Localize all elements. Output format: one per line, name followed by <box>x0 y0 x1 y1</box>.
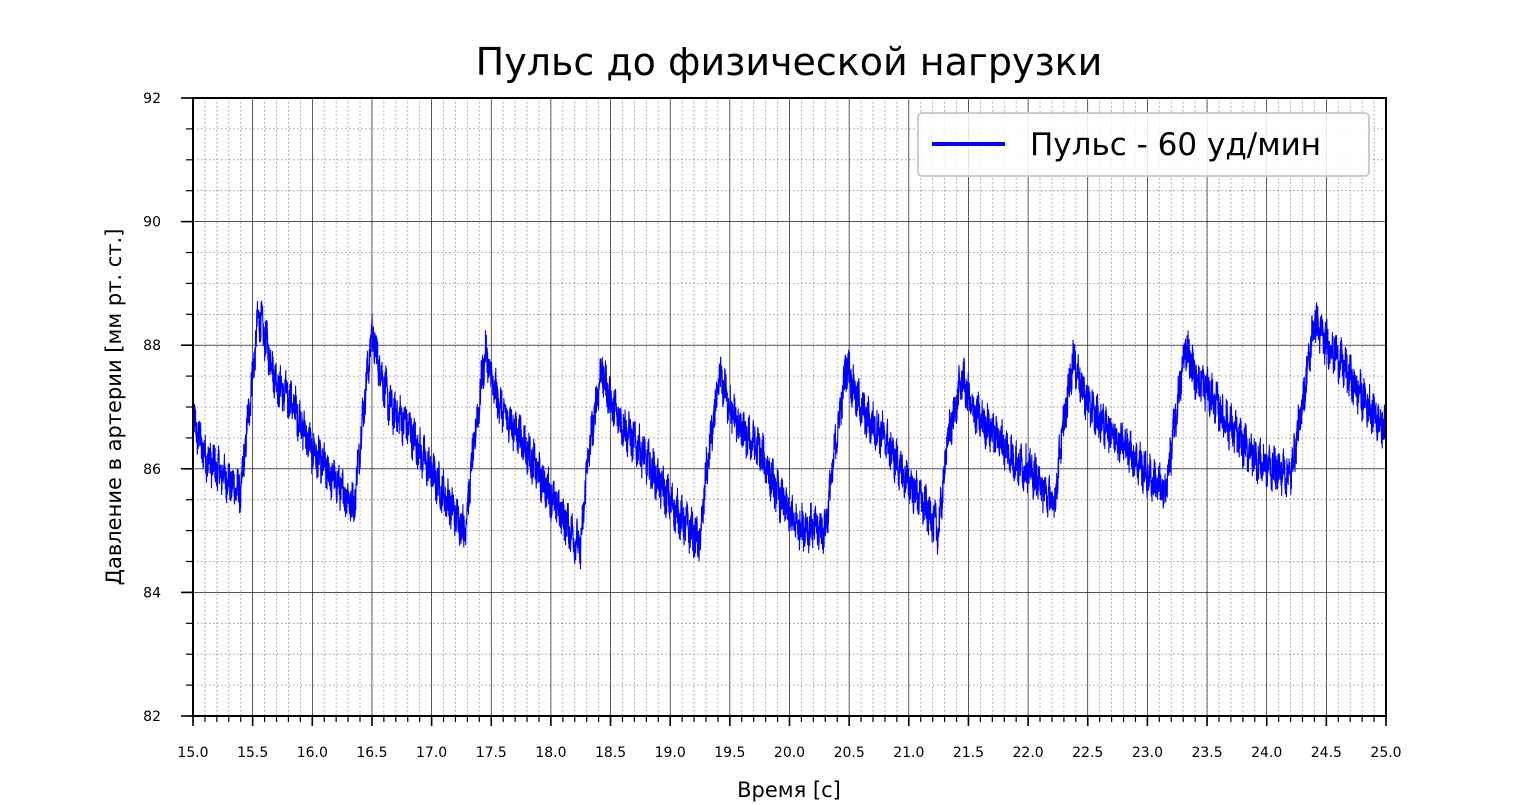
legend-frame <box>917 112 1370 177</box>
x-tick-label: 18.0 <box>535 745 566 761</box>
x-tick-label: 22.5 <box>1072 745 1103 761</box>
x-tick-label: 16.0 <box>297 745 328 761</box>
legend-entry-label: Пульс - 60 уд/мин <box>1030 127 1321 163</box>
x-tick-label: 24.5 <box>1311 745 1342 761</box>
y-tick-label: 90 <box>143 215 161 231</box>
y-tick-label: 92 <box>143 91 161 107</box>
x-tick-label: 17.0 <box>416 745 447 761</box>
grid <box>192 97 1387 717</box>
x-tick-label: 23.5 <box>1191 745 1222 761</box>
x-tick-label: 21.0 <box>893 745 924 761</box>
y-tick-label: 84 <box>143 585 161 601</box>
series-line-pulse <box>192 300 1387 570</box>
series-layer <box>192 300 1387 570</box>
x-tick-label: 19.0 <box>655 745 686 761</box>
x-tick-label: 15.5 <box>237 745 268 761</box>
x-tick-label: 24.0 <box>1251 745 1282 761</box>
x-tick-label: 22.0 <box>1013 745 1044 761</box>
y-axis-label: Давление в артерии [мм рт. ст.] <box>102 229 126 586</box>
x-tick-label: 16.5 <box>356 745 387 761</box>
legend: Пульс - 60 уд/мин <box>917 112 1370 177</box>
x-tick-label: 15.0 <box>177 745 208 761</box>
y-tick-label: 82 <box>143 709 161 725</box>
x-tick-label: 20.5 <box>834 745 865 761</box>
x-tick-label: 23.0 <box>1132 745 1163 761</box>
chart-title: Пульс до физической нагрузки <box>476 40 1103 84</box>
x-tick-label: 17.5 <box>476 745 507 761</box>
x-tick-label: 18.5 <box>595 745 626 761</box>
y-tick-label: 86 <box>143 462 161 478</box>
x-tick-label: 20.0 <box>774 745 805 761</box>
x-axis-label: Время [с] <box>737 778 841 802</box>
x-tick-label: 19.5 <box>714 745 745 761</box>
x-tick-label: 25.0 <box>1370 745 1401 761</box>
y-tick-label: 88 <box>143 338 161 354</box>
x-tick-label: 21.5 <box>953 745 984 761</box>
axes: 15.0 15.5 16.0 16.5 17.0 17.5 18.0 18.5 19.0 19.5… <box>143 91 1401 761</box>
